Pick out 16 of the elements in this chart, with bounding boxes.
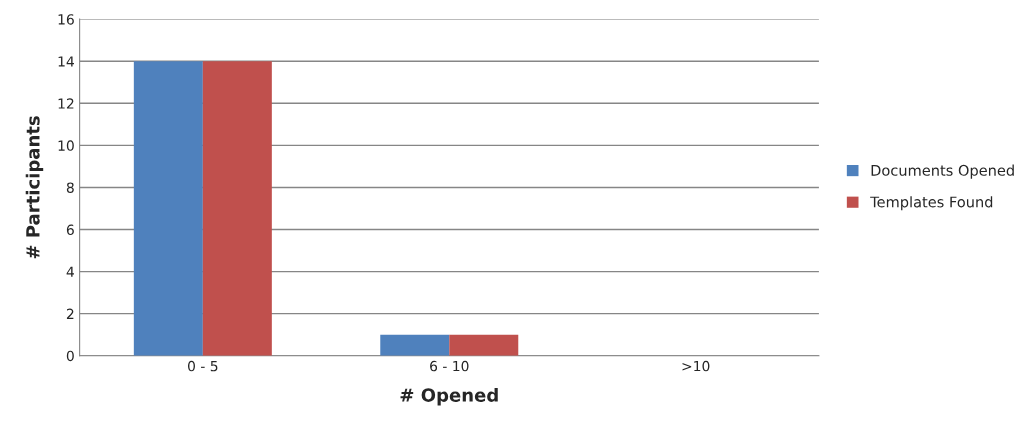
y-tick-label: 14 [58, 56, 74, 67]
y-tick-label: 6 [66, 224, 74, 235]
x-tick-label: 0 - 5 [188, 360, 218, 372]
x-tick-label: 6 - 10 [430, 360, 469, 372]
legend-label: Documents Opened [871, 164, 1014, 179]
y-tick-label: 4 [66, 266, 74, 277]
y-tick-label: 16 [58, 14, 74, 25]
x-axis-title: # Opened [400, 387, 498, 406]
y-axis-title: # Participants [25, 116, 44, 259]
legend-label: Templates Found [870, 196, 993, 211]
y-tick-label: 2 [66, 308, 74, 319]
y-tick-label: 0 [66, 350, 74, 362]
y-tick-label: 12 [58, 98, 74, 109]
x-tick-label: >10 [682, 360, 710, 372]
y-tick-label: 8 [66, 182, 74, 193]
y-tick-label: 10 [58, 140, 74, 151]
